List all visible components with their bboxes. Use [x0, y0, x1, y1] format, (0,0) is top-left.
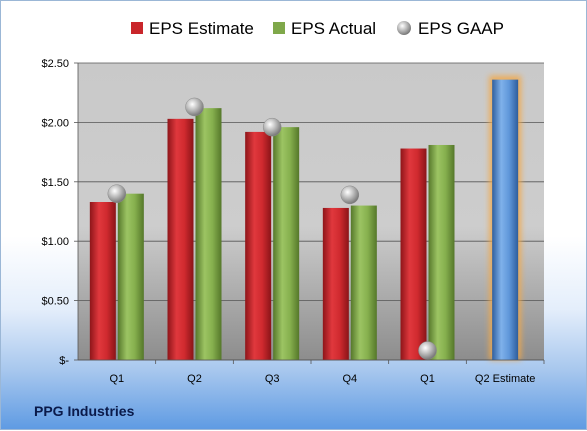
chart-legend: EPS Estimate EPS Actual EPS GAAP	[131, 19, 504, 38]
bar-eps-estimate	[167, 118, 194, 360]
plot-background	[78, 63, 544, 360]
bar-eps-estimate	[89, 201, 116, 360]
y-tick-label: $1.00	[41, 236, 69, 248]
green-square-icon	[273, 22, 285, 34]
legend-label-eps-gaap: EPS GAAP	[418, 19, 504, 38]
point-eps-gaap	[340, 185, 360, 205]
bar-eps-actual	[273, 127, 300, 360]
x-tick-label: Q4	[342, 373, 357, 385]
bar-eps-estimate	[245, 131, 272, 360]
y-tick-label: $2.00	[41, 117, 69, 129]
bar-eps-actual	[117, 193, 144, 360]
bar-eps-estimate	[400, 148, 427, 360]
point-eps-gaap	[185, 97, 204, 117]
y-tick-label: $1.50	[41, 177, 69, 189]
legend-label-eps-estimate: EPS Estimate	[149, 19, 254, 38]
x-tick-label: Q2 Estimate	[475, 373, 536, 385]
x-tick-label: Q3	[265, 373, 280, 385]
company-name: PPG Industries	[34, 403, 135, 419]
red-square-icon	[131, 22, 143, 34]
bar-eps-actual	[195, 108, 222, 360]
x-tick-label: Q2	[187, 373, 202, 385]
bar-q2-estimate	[492, 79, 519, 360]
y-tick-label: $0.50	[41, 296, 69, 308]
point-eps-gaap	[418, 341, 437, 360]
y-tick-label: $2.50	[41, 58, 69, 70]
y-tick-label: $-	[59, 355, 69, 367]
x-tick-label: Q1	[109, 373, 124, 385]
bar-eps-estimate	[322, 207, 349, 360]
plot-area: $- $0.50 $1.00 $1.50 $2.00 $2.50 Q1 Q2 Q3 Q4 Q1 Q2 …	[41, 58, 545, 385]
point-eps-gaap	[107, 184, 127, 203]
bar-eps-actual	[350, 205, 377, 360]
point-eps-gaap	[262, 117, 282, 137]
x-tick-label: Q1	[420, 373, 435, 385]
gray-sphere-icon	[397, 21, 411, 35]
bar-eps-actual	[428, 144, 455, 360]
legend-label-eps-actual: EPS Actual	[291, 19, 376, 38]
